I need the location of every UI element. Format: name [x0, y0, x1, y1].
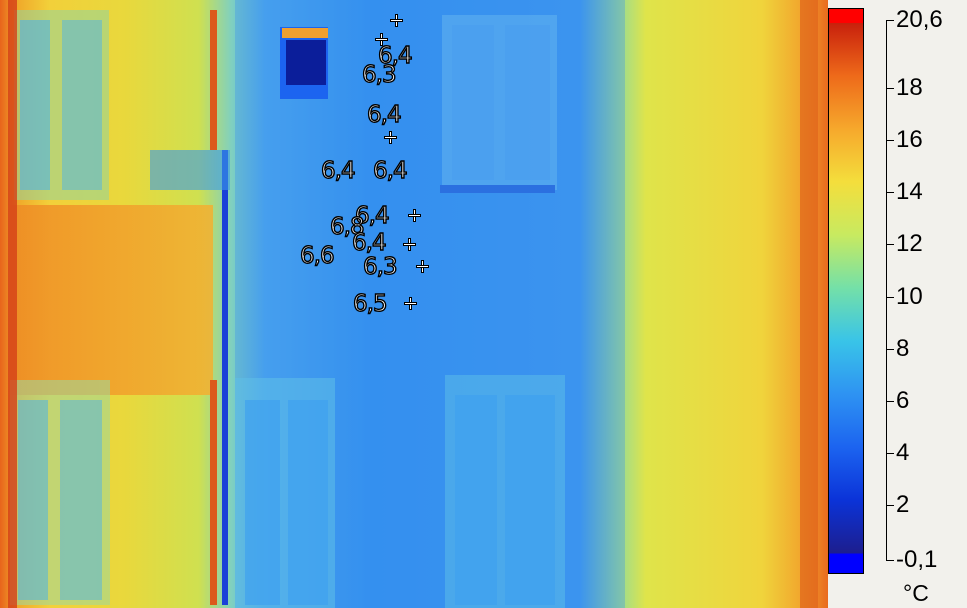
measurement-label: 6,5	[352, 291, 388, 317]
measurement-marker	[416, 260, 429, 273]
measurement-label: 6,8	[329, 214, 365, 240]
measurement-label: 6,3	[362, 254, 398, 280]
scale-tick-label: 6	[896, 387, 910, 414]
scale-tick	[886, 453, 894, 454]
scale-tick-label: 12	[896, 230, 923, 257]
thermal-image: 6,4 6,3 6,4 6,4 6,4 6,4 6,6 6,8 6,4 6,3 …	[0, 0, 828, 608]
measurement-label: 6,4	[320, 158, 356, 184]
thermal-scene	[0, 0, 828, 608]
measurement-marker	[384, 131, 397, 144]
measurement-label: 6,4	[354, 203, 390, 229]
scale-tick-label: 16	[896, 126, 923, 153]
measurement-label: 6,4	[377, 43, 413, 69]
scale-tick	[886, 560, 894, 561]
measurement-label: 6,6	[299, 243, 335, 269]
measurement-label: 6,4	[366, 102, 402, 128]
scale-max-label: 20,6	[896, 6, 943, 33]
scale-tick	[886, 349, 894, 350]
scale-tick-label: 4	[896, 439, 910, 466]
scale-tick	[886, 140, 894, 141]
scale-tick-label: 8	[896, 335, 910, 362]
scale-tick	[886, 244, 894, 245]
scale-tick	[886, 297, 894, 298]
scale-min-label: -0,1	[896, 546, 938, 573]
scale-tick	[886, 88, 894, 89]
measurement-marker	[408, 209, 421, 222]
scale-tick	[886, 20, 894, 21]
measurement-label: 6,4	[351, 230, 387, 256]
measurement-marker	[375, 33, 388, 46]
temperature-color-bar	[828, 8, 864, 574]
measurement-marker	[390, 14, 403, 27]
scale-tick-label: 14	[896, 178, 923, 205]
measurement-label: 6,4	[372, 158, 408, 184]
scale-tick	[886, 505, 894, 506]
measurement-label: 6,3	[361, 62, 397, 88]
scale-tick-label: 2	[896, 491, 910, 518]
scale-tick-label: 10	[896, 283, 923, 310]
measurement-marker	[403, 238, 416, 251]
unit-label: °C	[903, 580, 929, 606]
measurement-marker	[404, 297, 417, 310]
scale-tick	[886, 401, 894, 402]
scale-axis-line	[886, 20, 887, 560]
scale-tick	[886, 192, 894, 193]
scale-tick-label: 18	[896, 74, 923, 101]
